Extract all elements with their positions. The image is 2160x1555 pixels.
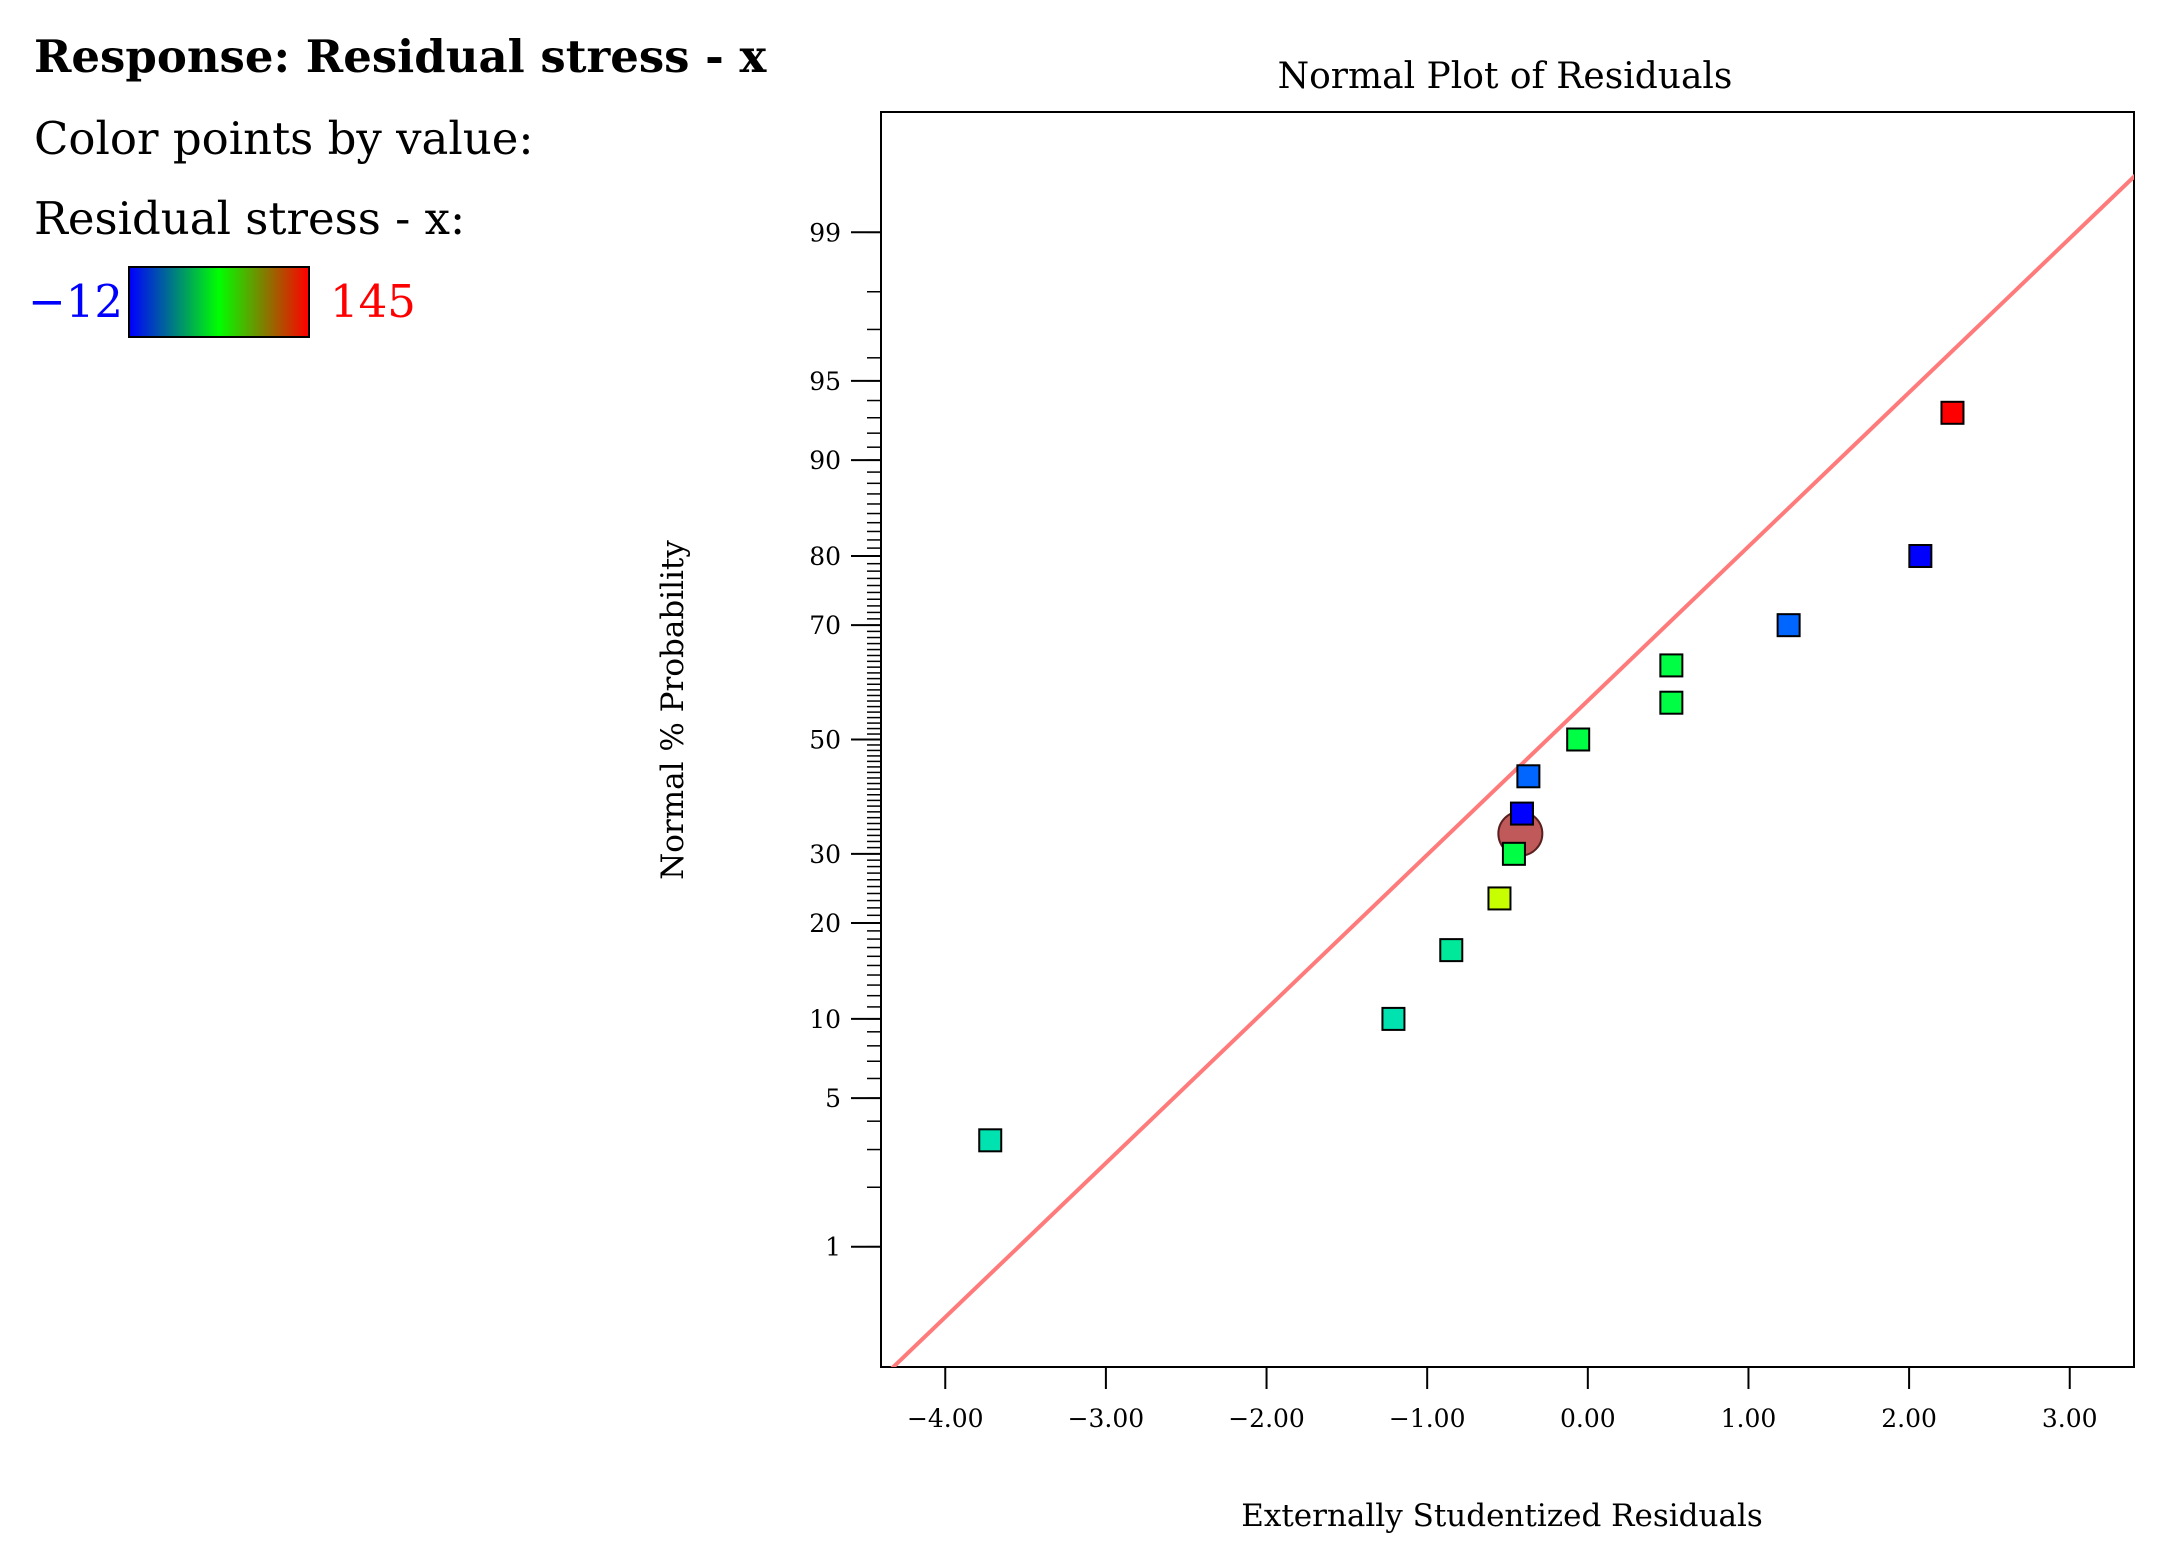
color-by-label: Color points by value: (34, 112, 534, 165)
y-tick-label: 10 (809, 1005, 841, 1034)
x-tick-label: 2.00 (1881, 1404, 1937, 1433)
residual-point (1566, 727, 1591, 752)
residual-point (1940, 400, 1965, 425)
residual-point (1487, 886, 1512, 911)
x-axis: −4.00 −3.00 −2.00 −1.00 0.00 1.00 2.00 3.00 (907, 1367, 2098, 1433)
x-tick-label: 1.00 (1721, 1404, 1777, 1433)
points-layer (978, 400, 1965, 1153)
y-tick-label: 70 (809, 611, 841, 640)
color-variable-label: Residual stress - x: (34, 192, 466, 245)
y-tick-label: 90 (809, 446, 841, 475)
y-tick-label: 30 (809, 840, 841, 869)
x-tick-label: 3.00 (2042, 1404, 2098, 1433)
color-scale-min: −12 (28, 275, 123, 328)
response-title: Response: Residual stress - x (34, 30, 767, 83)
y-tick-label: 20 (809, 909, 841, 938)
x-tick-label: −2.00 (1228, 1404, 1305, 1433)
color-scale-max: 145 (330, 275, 416, 328)
residual-point (1509, 801, 1534, 826)
x-axis-label: Externally Studentized Residuals (1241, 1498, 1763, 1534)
y-tick-label: 1 (825, 1233, 841, 1262)
y-tick-label: 5 (825, 1084, 841, 1113)
residual-point (1659, 690, 1684, 715)
residual-point (978, 1128, 1003, 1153)
residual-point (1659, 653, 1684, 678)
x-tick-label: 0.00 (1560, 1404, 1616, 1433)
y-tick-label: 95 (809, 367, 841, 396)
color-scale-bar (128, 266, 310, 338)
fit-line-layer (890, 173, 2134, 1367)
residual-point (1439, 938, 1464, 963)
residual-point (1501, 841, 1526, 866)
x-tick-label: −3.00 (1068, 1404, 1145, 1433)
y-tick-label: 50 (809, 726, 841, 755)
residual-point (1776, 613, 1801, 638)
x-tick-label: −4.00 (907, 1404, 984, 1433)
chart-title: Normal Plot of Residuals (1278, 56, 1733, 97)
residual-point (1381, 1006, 1406, 1031)
y-axis-label: Normal % Probability (655, 540, 691, 880)
y-tick-label: 99 (809, 218, 841, 247)
y-tick-label: 80 (809, 542, 841, 571)
x-tick-label: −1.00 (1389, 1404, 1466, 1433)
plot-area (880, 111, 2135, 1368)
residual-point (1908, 544, 1933, 569)
fit-line (890, 173, 2134, 1367)
residual-point (1516, 764, 1541, 789)
y-axis: 1 5 10 20 30 50 70 80 90 95 99 (809, 218, 881, 1262)
